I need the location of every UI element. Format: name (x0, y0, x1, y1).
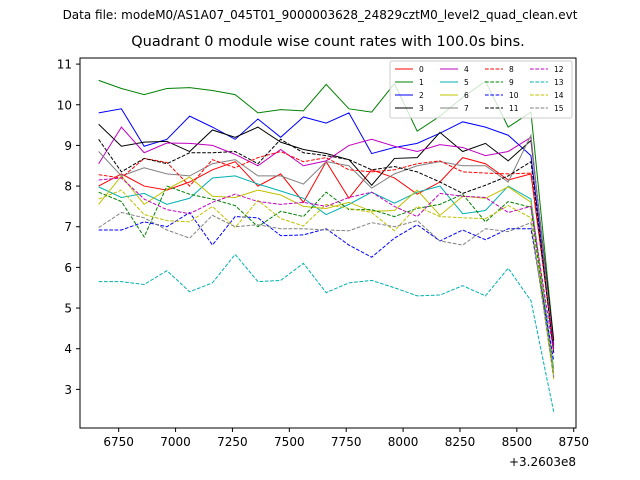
series-line-12 (98, 177, 555, 353)
series-lines (98, 79, 555, 412)
series-line-2 (98, 108, 555, 345)
legend-label-3: 3 (419, 104, 424, 113)
x-tick-label: 8250 (445, 435, 476, 449)
y-tick-label: 5 (64, 302, 72, 316)
axes-frame (79, 57, 577, 429)
series-line-10 (98, 211, 555, 361)
x-tick-label: 8750 (558, 435, 589, 449)
legend-label-13: 13 (554, 78, 564, 87)
legend-label-0: 0 (419, 65, 424, 74)
x-offset-label: +3.2603e8 (509, 455, 576, 469)
y-tick-label: 8 (64, 180, 72, 194)
legend-label-2: 2 (419, 91, 424, 100)
legend-label-8: 8 (509, 65, 514, 74)
chart-title: Quadrant 0 module wise count rates with … (131, 34, 525, 50)
y-tick-label: 7 (64, 220, 72, 234)
y-tick-label: 9 (64, 139, 72, 153)
x-tick-label: 7750 (331, 435, 362, 449)
y-tick-label: 3 (64, 383, 72, 397)
y-axis: 3 4 5 6 7 8 9 10 11 (57, 58, 80, 397)
series-line-4 (98, 126, 555, 349)
x-tick-label: 6750 (103, 435, 134, 449)
legend-label-6: 6 (464, 91, 469, 100)
series-line-6 (98, 175, 555, 374)
series-line-13 (98, 253, 555, 412)
series-line-14 (98, 189, 555, 380)
suptitle: Data file: modeM0/AS1A07_045T01_90000036… (62, 8, 578, 22)
x-tick-label: 7250 (217, 435, 248, 449)
x-tick-label: 7500 (274, 435, 305, 449)
legend-label-7: 7 (464, 104, 469, 113)
series-line-3 (98, 123, 555, 341)
legend-label-4: 4 (464, 65, 469, 74)
x-tick-label: 8500 (502, 435, 533, 449)
x-tick-label: 7000 (160, 435, 191, 449)
legend-label-11: 11 (509, 104, 519, 113)
series-line-7 (98, 133, 555, 353)
legend-label-10: 10 (509, 91, 519, 100)
y-tick-label: 4 (64, 342, 72, 356)
legend-label-12: 12 (554, 65, 564, 74)
series-line-8 (98, 150, 555, 349)
legend-label-14: 14 (554, 91, 564, 100)
legend-label-9: 9 (509, 78, 514, 87)
x-tick-label: 8000 (388, 435, 419, 449)
series-line-9 (98, 185, 555, 378)
legend-label-5: 5 (464, 78, 469, 87)
series-line-15 (98, 211, 555, 378)
x-axis: 6750 7000 7250 7500 7750 8000 8250 8500 8750 (103, 428, 589, 449)
series-line-11 (98, 138, 555, 353)
y-tick-label: 10 (57, 98, 72, 112)
legend-label-1: 1 (419, 78, 424, 87)
legend-box (389, 60, 573, 119)
y-tick-label: 11 (57, 58, 72, 72)
series-line-5 (98, 175, 555, 370)
y-tick-label: 6 (64, 261, 72, 275)
legend-label-15: 15 (554, 104, 564, 113)
